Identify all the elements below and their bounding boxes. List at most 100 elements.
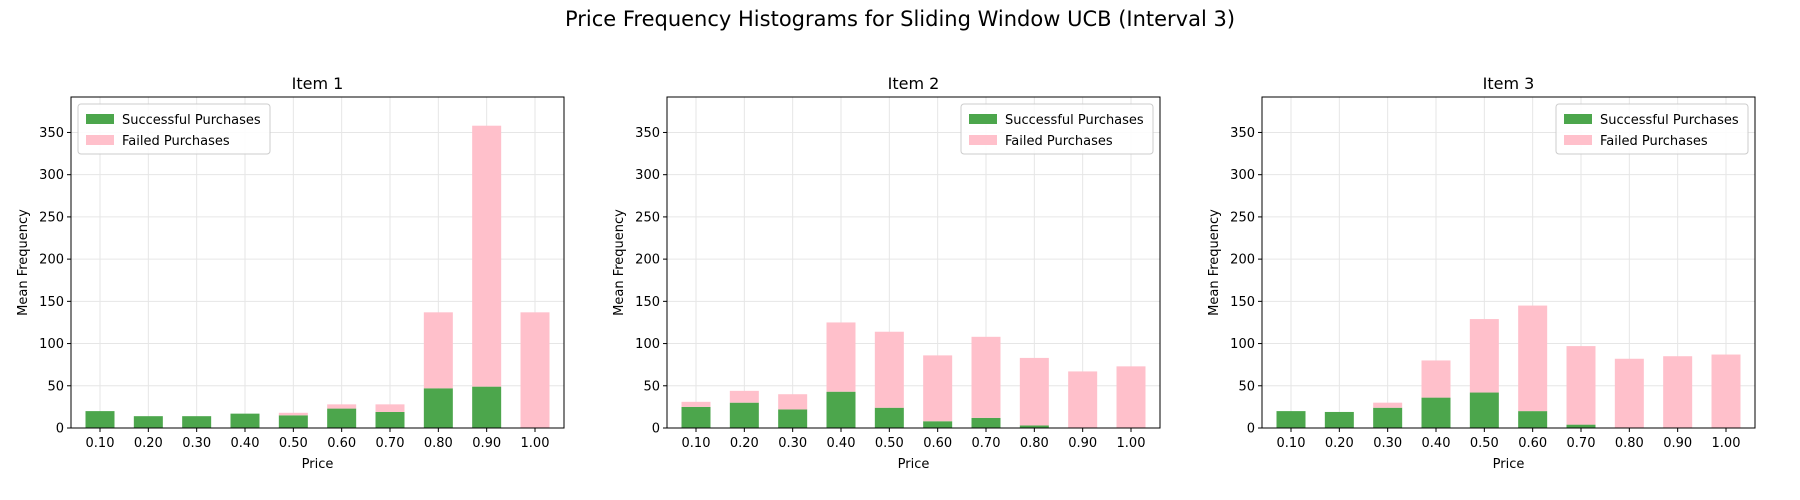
bar-failed bbox=[1116, 366, 1146, 428]
legend-swatch-failed bbox=[1564, 135, 1592, 145]
x-tick-label: 0.60 bbox=[923, 436, 952, 451]
chart-panel-1: 0 50 100 150 200 250 300 350 0.10 0.20 0.30 0.40 0.5… bbox=[16, 74, 565, 472]
bar-successful bbox=[133, 416, 163, 428]
x-tick-label: 0.90 bbox=[472, 436, 501, 451]
legend: Successful Purchases Failed Purchases bbox=[960, 103, 1154, 155]
bar-successful bbox=[923, 421, 953, 428]
x-tick-label: 0.10 bbox=[1277, 436, 1306, 451]
y-tick-label: 350 bbox=[39, 126, 64, 141]
y-tick-label: 100 bbox=[1230, 337, 1255, 352]
bar-failed bbox=[1711, 354, 1741, 428]
bar-failed bbox=[1518, 305, 1548, 412]
plot-frame bbox=[70, 96, 565, 429]
bar-failed bbox=[375, 404, 405, 412]
bar-successful bbox=[423, 388, 453, 428]
bar-failed bbox=[1019, 357, 1049, 426]
bar-successful bbox=[874, 407, 904, 428]
x-axis-label: Price bbox=[1493, 457, 1525, 472]
bar-failed bbox=[1614, 358, 1644, 428]
y-tick-label: 200 bbox=[39, 253, 64, 268]
bar-failed bbox=[1469, 319, 1499, 393]
legend-label-successful: Successful Purchases bbox=[1005, 113, 1144, 128]
legend-box bbox=[960, 103, 1154, 155]
bar-successful bbox=[182, 416, 212, 428]
x-tick-label: 0.20 bbox=[134, 436, 163, 451]
x-tick-label: 0.30 bbox=[1373, 436, 1402, 451]
x-tick-label: 0.50 bbox=[1470, 436, 1499, 451]
chart-title: Item 2 bbox=[888, 74, 940, 93]
x-tick-label: 0.20 bbox=[730, 436, 759, 451]
bar-successful bbox=[778, 409, 808, 428]
bar-failed bbox=[1663, 356, 1693, 428]
y-tick-label: 50 bbox=[47, 379, 64, 394]
y-tick-label: 0 bbox=[652, 422, 660, 437]
x-tick-label: 0.30 bbox=[778, 436, 807, 451]
x-tick-label: 0.10 bbox=[682, 436, 711, 451]
bar-failed bbox=[681, 401, 711, 407]
x-tick-label: 0.70 bbox=[1567, 436, 1596, 451]
bar-successful bbox=[729, 402, 759, 428]
x-axis-label: Price bbox=[898, 457, 930, 472]
bar-successful bbox=[230, 413, 260, 428]
x-tick-label: 0.20 bbox=[1325, 436, 1354, 451]
x-tick-label: 0.90 bbox=[1068, 436, 1097, 451]
legend-swatch-successful bbox=[969, 114, 997, 124]
bar-failed bbox=[778, 394, 808, 410]
x-tick-label: 0.30 bbox=[182, 436, 211, 451]
x-tick-label: 1.00 bbox=[1712, 436, 1741, 451]
chart-panel-2: 0 50 100 150 200 250 300 350 0.10 0.20 0.30 0.40 0.5… bbox=[612, 74, 1161, 472]
bar-failed bbox=[971, 336, 1001, 418]
bar-failed bbox=[1421, 360, 1451, 398]
bar-successful bbox=[1276, 411, 1306, 428]
bar-failed bbox=[472, 125, 502, 387]
bar-successful bbox=[1373, 407, 1403, 428]
y-tick-label: 0 bbox=[1247, 422, 1255, 437]
x-tick-label: 1.00 bbox=[521, 436, 550, 451]
x-tick-label: 0.40 bbox=[827, 436, 856, 451]
x-tick-label: 0.70 bbox=[376, 436, 405, 451]
y-axis-label: Mean Frequency bbox=[16, 209, 31, 316]
bar-successful bbox=[681, 406, 711, 428]
x-tick-label: 0.80 bbox=[424, 436, 453, 451]
bar-successful bbox=[826, 391, 856, 428]
x-tick-label: 0.40 bbox=[231, 436, 260, 451]
x-tick-label: 0.60 bbox=[1518, 436, 1547, 451]
legend-label-successful: Successful Purchases bbox=[122, 113, 261, 128]
x-tick-label: 0.50 bbox=[279, 436, 308, 451]
chart-title: Item 3 bbox=[1483, 74, 1535, 93]
x-tick-label: 0.80 bbox=[1020, 436, 1049, 451]
bar-failed bbox=[826, 322, 856, 392]
legend-swatch-successful bbox=[86, 114, 114, 124]
bar-failed bbox=[874, 331, 904, 408]
bar-failed bbox=[1068, 371, 1098, 428]
bar-successful bbox=[1421, 397, 1451, 428]
plot-frame bbox=[666, 96, 1161, 429]
y-tick-label: 100 bbox=[635, 337, 660, 352]
figure-title: Price Frequency Histograms for Sliding W… bbox=[564, 7, 1236, 31]
y-tick-label: 50 bbox=[1238, 379, 1255, 394]
bar-failed bbox=[278, 412, 308, 416]
legend-box bbox=[77, 103, 271, 155]
x-tick-label: 0.50 bbox=[875, 436, 904, 451]
chart-title: Item 1 bbox=[292, 74, 344, 93]
bar-failed bbox=[1566, 346, 1596, 425]
legend-swatch-failed bbox=[969, 135, 997, 145]
y-tick-label: 300 bbox=[1230, 168, 1255, 183]
y-tick-label: 350 bbox=[1230, 126, 1255, 141]
y-tick-label: 100 bbox=[39, 337, 64, 352]
bar-successful bbox=[1019, 425, 1049, 428]
x-tick-label: 0.60 bbox=[327, 436, 356, 451]
bar-successful bbox=[375, 411, 405, 428]
y-tick-label: 150 bbox=[1230, 295, 1255, 310]
y-tick-label: 250 bbox=[1230, 210, 1255, 225]
legend-label-failed: Failed Purchases bbox=[1005, 134, 1113, 149]
y-tick-label: 150 bbox=[635, 295, 660, 310]
y-tick-label: 300 bbox=[635, 168, 660, 183]
y-tick-label: 200 bbox=[1230, 253, 1255, 268]
chart-panel-3: 0 50 100 150 200 250 300 350 0.10 0.20 0.30 0.40 0.5… bbox=[1207, 74, 1756, 472]
bar-successful bbox=[278, 415, 308, 428]
y-axis-label: Mean Frequency bbox=[1207, 209, 1222, 316]
y-tick-label: 200 bbox=[635, 253, 660, 268]
bar-successful bbox=[1518, 411, 1548, 428]
